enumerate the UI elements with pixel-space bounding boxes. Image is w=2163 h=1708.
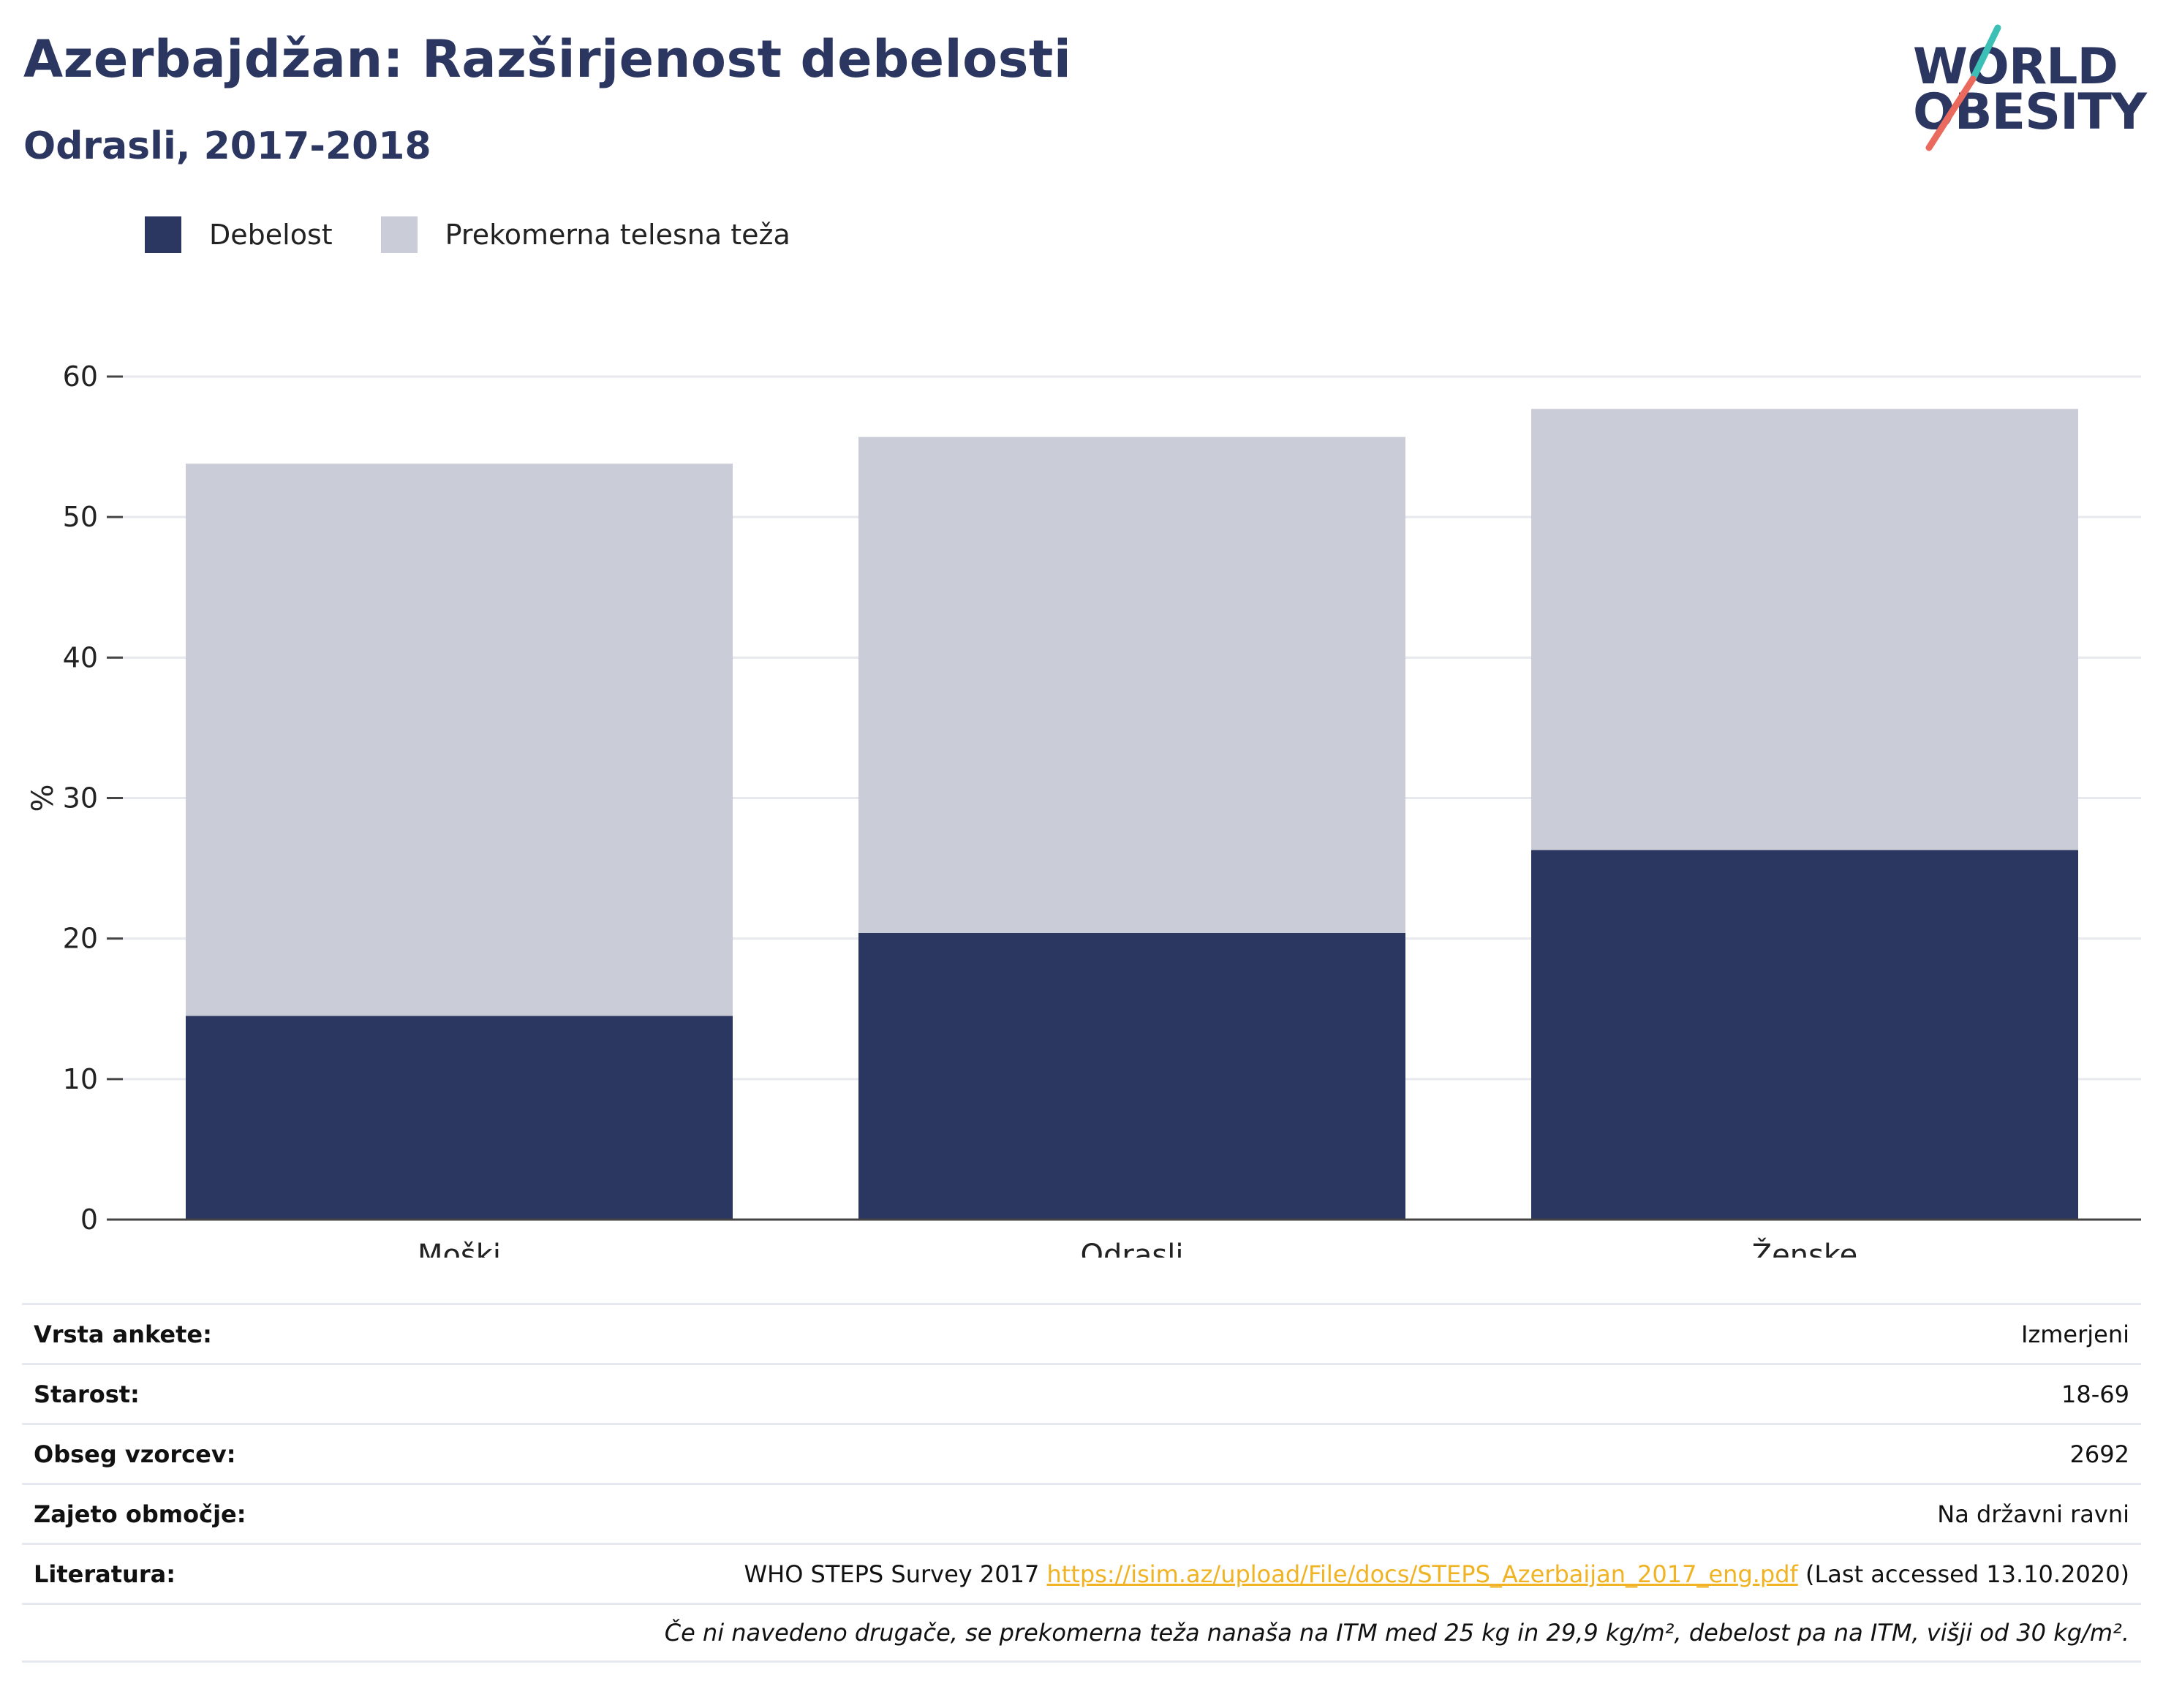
logo-line-1: WORLD <box>1913 38 2118 96</box>
bar-overweight <box>186 464 733 1016</box>
world-obesity-logo: WORLD OBESITY <box>1909 22 2150 154</box>
chart-title: Azerbajdžan: Razširjenost debelosti <box>23 29 1072 89</box>
literature-link[interactable]: https://isim.az/upload/File/docs/STEPS_A… <box>1046 1560 1798 1588</box>
x-tick-label: Odrasli <box>1081 1239 1184 1258</box>
legend-item-obesity[interactable]: Debelost <box>145 216 333 253</box>
info-value: 2692 <box>2069 1440 2129 1468</box>
bar-obesity <box>186 1016 733 1220</box>
info-value: Izmerjeni <box>2021 1320 2129 1348</box>
info-key: Zajeto območje: <box>34 1500 246 1528</box>
definition-note: Če ni navedeno drugače, se prekomerna te… <box>664 1619 2129 1647</box>
info-key: Starost: <box>34 1380 140 1408</box>
bar-chart: 0 10 20 30 40 50 60% Moški Odrasli Ženske <box>26 360 2141 1258</box>
info-row-sample-size: Obseg vzorcev: 2692 <box>22 1423 2141 1483</box>
legend-item-overweight[interactable]: Prekomerna telesna teža <box>380 216 790 253</box>
bar-obesity <box>1531 850 2078 1220</box>
info-table: Vrsta ankete: Izmerjeni Starost: 18-69 O… <box>22 1303 2141 1663</box>
literature-prefix: WHO STEPS Survey 2017 <box>744 1560 1047 1588</box>
info-row-age: Starost: 18-69 <box>22 1363 2141 1423</box>
info-key: Obseg vzorcev: <box>34 1440 236 1468</box>
x-tick-label: Moški <box>418 1239 501 1258</box>
y-tick-label: 40 <box>63 641 98 673</box>
chart-subtitle: Odrasli, 2017-2018 <box>23 124 431 168</box>
y-tick-label: 0 <box>80 1203 98 1236</box>
info-row-coverage: Zajeto območje: Na državni ravni <box>22 1483 2141 1543</box>
y-tick-label: 30 <box>63 782 98 815</box>
info-row-survey-type: Vrsta ankete: Izmerjeni <box>22 1303 2141 1363</box>
logo-slash-icon <box>1925 24 2001 151</box>
y-axis-label: % <box>26 784 60 812</box>
legend-swatch-obesity <box>145 216 181 253</box>
literature-value: WHO STEPS Survey 2017 https://isim.az/up… <box>744 1560 2129 1588</box>
legend-label-overweight: Prekomerna telesna teža <box>445 219 790 251</box>
info-key: Vrsta ankete: <box>34 1320 212 1348</box>
literature-suffix: (Last accessed 13.10.2020) <box>1797 1560 2129 1588</box>
x-tick-label: Ženske <box>1752 1237 1858 1258</box>
info-key: Literatura: <box>34 1560 175 1588</box>
legend-swatch-overweight <box>380 216 418 253</box>
y-tick-label: 10 <box>63 1063 98 1095</box>
y-tick-label: 20 <box>63 923 98 955</box>
bar-obesity <box>858 932 1405 1220</box>
bar-overweight <box>858 437 1405 933</box>
y-tick-label: 50 <box>63 501 98 533</box>
y-tick-label: 60 <box>63 360 98 393</box>
legend-label-obesity: Debelost <box>209 219 333 251</box>
legend: Debelost Prekomerna telesna teža <box>145 216 839 253</box>
info-row-literature: Literatura: WHO STEPS Survey 2017 https:… <box>22 1543 2141 1603</box>
bar-overweight <box>1531 409 2078 850</box>
info-value: 18-69 <box>2061 1380 2129 1408</box>
info-row-note: Če ni navedeno drugače, se prekomerna te… <box>22 1603 2141 1663</box>
info-value: Na državni ravni <box>1937 1500 2129 1528</box>
